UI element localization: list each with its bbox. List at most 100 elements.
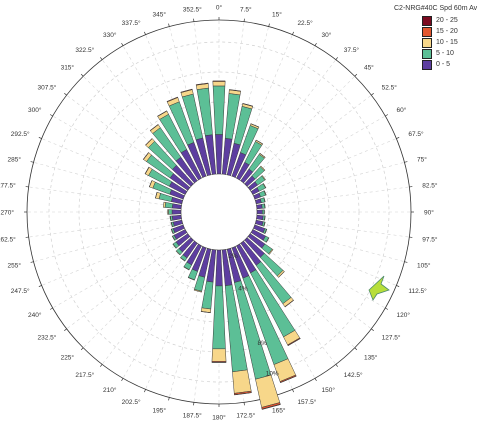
direction-label: 60° [397,106,407,114]
direction-label: 45° [364,64,374,72]
axis-tick [396,285,399,286]
legend-swatch [422,60,432,70]
direction-label: 52.5° [382,84,398,92]
axis-tick [122,378,124,381]
direction-label: 337.5° [122,19,141,27]
direction-label: 307.5° [37,84,56,92]
direction-label: 247.5° [11,287,30,295]
grid-spoke [256,222,405,262]
legend-swatch [422,27,432,37]
bar-segment [232,370,251,393]
direction-label: 97.5° [422,235,438,243]
legend-label: 15 - 20 [436,28,458,35]
direction-label: 75° [417,155,427,163]
grid-spoke [67,235,189,329]
direction-label: 142.5° [344,371,363,379]
grid-spoke [254,227,396,286]
legend-item: 5 - 10 [422,48,478,59]
grid-spoke [257,187,410,207]
bar-segment [172,210,181,214]
direction-label: 255° [8,262,22,270]
axis-tick [39,285,42,286]
grid-spoke [256,162,405,202]
bar-segment [213,81,225,82]
bar-segment [212,349,226,362]
direction-label: 225° [61,353,75,361]
direction-label: 135° [364,353,378,361]
radial-label: 8% [258,340,268,347]
grid-spoke [102,242,196,364]
axis-tick [315,378,317,381]
direction-label: 315° [61,64,75,72]
legend-label: 5 - 10 [436,50,454,57]
legend-item: 15 - 20 [422,26,478,37]
bar-segment [256,204,262,209]
direction-label: 157.5° [297,398,316,406]
direction-label: 37.5° [344,46,360,54]
direction-label: 202.5° [122,398,141,406]
bar-segment [172,215,181,220]
bar-segment [163,202,165,207]
axis-tick [371,329,373,331]
legend-label: 10 - 15 [436,39,458,46]
axis-tick [64,329,66,331]
axis-tick [169,397,170,400]
direction-label: 187.5° [183,412,202,420]
axis-tick [269,24,270,27]
bar-segment [255,375,279,407]
legend: C2-NRG#40C Spd 60m Av 20 - 25 15 - 20 10 -… [394,5,478,70]
direction-label: 30° [322,31,332,39]
grid-spoke [83,239,192,348]
direction-label: 120° [397,311,411,319]
axis-tick [292,32,293,35]
axis-tick [404,162,407,163]
bar-segment [172,204,181,209]
grid-spoke [53,231,186,308]
direction-label: 352.5° [183,5,202,13]
bar-segment [165,202,173,208]
grid-spoke [257,217,410,237]
direction-label: 172.5° [236,412,255,420]
radial-label: 2% [228,253,238,260]
legend-swatch [422,49,432,59]
axis-tick [64,93,66,95]
bar-segment [213,81,225,85]
grid-spoke [252,116,385,193]
axis-tick [81,348,83,350]
direction-label: 165° [272,407,286,415]
direction-label: 127.5° [382,333,401,341]
grid-spoke [249,95,371,189]
axis-tick [336,57,338,59]
direction-label: 22.5° [297,19,313,27]
legend-item: 10 - 15 [422,37,478,48]
direction-label: 240° [28,311,42,319]
direction-label: 285° [8,155,22,163]
bar-segment [262,210,264,214]
direction-label: 270° [1,209,15,217]
direction-label: 322.5° [75,46,94,54]
legend-item: 20 - 25 [422,15,478,26]
axis-tick [396,137,399,138]
cursor-icon [369,276,389,300]
axis-tick [81,74,83,76]
inner-circle [181,174,257,250]
direction-label: 67.5° [408,130,424,138]
legend-title: C2-NRG#40C Spd 60m Av [394,5,478,12]
direction-label: 262.5° [0,235,16,243]
direction-label: 300° [28,106,42,114]
axis-tick [371,93,373,95]
bar-segment [255,220,263,226]
axis-tick [144,32,145,35]
bar-segment [213,86,225,135]
radial-label: 4% [238,285,248,292]
bar-segment [202,281,213,309]
legend-item: 0 - 5 [422,59,478,70]
direction-label: 345° [152,10,166,18]
direction-label: 277.5° [0,182,16,190]
wind-rose-bars [143,81,300,410]
axis-tick [404,262,407,263]
axis-tick [122,43,124,46]
direction-label: 217.5° [75,371,94,379]
axis-tick [169,24,170,27]
